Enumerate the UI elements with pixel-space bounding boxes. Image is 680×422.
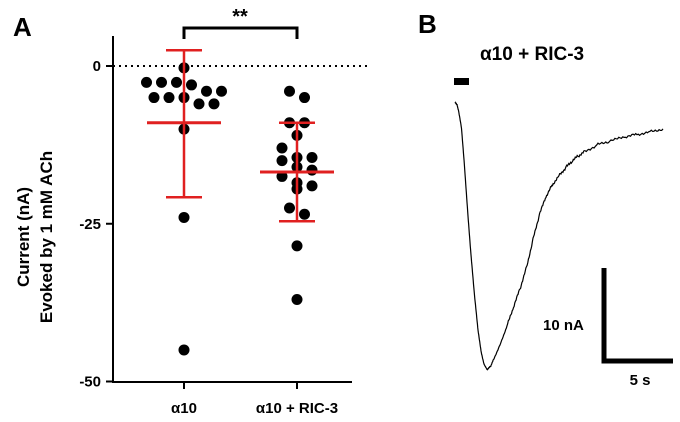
data-point	[299, 208, 310, 220]
scale-bar-current-label: 10 nA	[543, 317, 584, 334]
scatter-plot: 0 -25 -50 α10 α10 + RIC-3 ** Current (nA) E…	[14, 6, 370, 417]
data-point	[276, 155, 288, 167]
data-point	[163, 92, 175, 104]
y-axis-label-line1: Current (nA)	[14, 187, 33, 287]
data-point	[284, 85, 295, 97]
data-point	[299, 92, 310, 104]
data-point	[141, 76, 152, 88]
significance-bracket-line	[182, 26, 299, 39]
data-point	[276, 170, 288, 182]
mean-sd-bars	[147, 48, 334, 223]
data-point	[306, 164, 318, 176]
y-ticks: 0 -25 -50	[79, 58, 113, 391]
current-trace-plot: α10 + RIC-3 10 nA 5 s	[454, 44, 673, 389]
panel-a-letter: A	[13, 12, 32, 42]
significance-label: **	[232, 6, 248, 28]
data-point	[291, 293, 303, 305]
data-point	[171, 76, 182, 88]
y-tick-label: -25	[79, 216, 101, 233]
scale-bar	[601, 268, 673, 364]
y-tick-label: 0	[93, 58, 101, 75]
data-point	[216, 85, 227, 97]
data-point	[193, 98, 205, 110]
current-trace	[454, 101, 664, 371]
scale-bar-time-label: 5 s	[630, 372, 651, 389]
data-point	[178, 344, 190, 356]
stimulus-bar	[454, 78, 469, 85]
panel-b-letter: B	[418, 9, 437, 39]
y-tick-label: -50	[79, 374, 101, 391]
category-label: α10	[171, 400, 197, 417]
data-point	[178, 211, 190, 223]
significance-bracket: **	[182, 6, 299, 39]
data-points	[141, 62, 318, 356]
y-axis-label-line2: Evoked by 1 mM ACh	[37, 151, 56, 323]
data-point	[186, 79, 197, 91]
data-point	[284, 202, 295, 214]
category-label: α10 + RIC-3	[256, 400, 338, 417]
data-point	[208, 98, 220, 110]
data-point	[306, 180, 318, 192]
trace-title: α10 + RIC-3	[480, 44, 584, 65]
category-ticks: α10 α10 + RIC-3	[171, 382, 338, 417]
data-point	[291, 240, 303, 252]
data-point	[276, 142, 288, 154]
data-point	[201, 85, 212, 97]
data-point	[156, 76, 167, 88]
data-point	[306, 151, 318, 163]
data-point	[148, 92, 160, 104]
